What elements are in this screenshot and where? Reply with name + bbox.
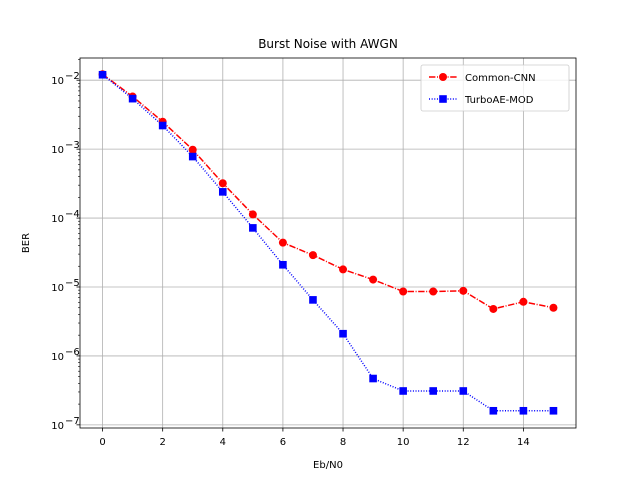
data-point bbox=[339, 329, 347, 338]
y-tick-exponent: −4 bbox=[65, 209, 80, 220]
y-tick-label: 10 bbox=[51, 214, 64, 225]
x-axis: 0 2 4 6 8 10 12 14 bbox=[99, 428, 530, 448]
data-point bbox=[429, 287, 438, 296]
data-point bbox=[128, 94, 137, 103]
y-tick-label: 10 bbox=[51, 421, 64, 432]
data-point bbox=[188, 145, 197, 154]
data-point bbox=[339, 265, 348, 274]
data-point bbox=[278, 238, 287, 247]
data-point bbox=[248, 210, 257, 219]
y-tick-exponent: −5 bbox=[65, 278, 80, 289]
y-tick-label: 10 bbox=[51, 283, 64, 294]
series-turboae-mod bbox=[98, 70, 558, 415]
data-point bbox=[489, 406, 498, 415]
y-tick-label: 10 bbox=[51, 352, 64, 363]
legend-entry: TurboAE-MOD bbox=[429, 95, 534, 106]
data-point bbox=[249, 224, 257, 232]
data-point bbox=[158, 121, 167, 130]
x-tick-label: 14 bbox=[517, 437, 530, 448]
y-tick-exponent: −7 bbox=[65, 416, 80, 427]
legend-marker bbox=[439, 95, 447, 103]
data-point bbox=[279, 260, 287, 269]
y-tick-exponent: −2 bbox=[65, 71, 80, 82]
series-line bbox=[102, 74, 554, 412]
legend-label: TurboAE-MOD bbox=[464, 95, 534, 106]
data-point bbox=[429, 387, 438, 395]
data-point bbox=[399, 287, 408, 296]
legend: Common-CNN TurboAE-MOD bbox=[420, 64, 570, 112]
data-point bbox=[308, 251, 317, 260]
legend-marker bbox=[439, 73, 447, 81]
data-point bbox=[218, 188, 227, 196]
legend-entry: Common-CNN bbox=[429, 73, 536, 84]
data-point bbox=[489, 304, 498, 313]
legend-frame bbox=[420, 64, 570, 112]
data-point bbox=[369, 275, 378, 284]
data-point bbox=[459, 286, 468, 295]
data-point bbox=[459, 387, 468, 395]
x-tick-label: 2 bbox=[159, 437, 165, 448]
series-layer bbox=[98, 70, 558, 415]
data-point bbox=[218, 179, 227, 188]
data-point bbox=[98, 70, 107, 79]
y-tick-label: 10 bbox=[51, 145, 64, 156]
y-tick-exponent: −3 bbox=[65, 140, 80, 151]
data-point bbox=[399, 387, 407, 395]
chart-title: Burst Noise with AWGN bbox=[258, 37, 398, 51]
series-line bbox=[102, 73, 554, 310]
data-point bbox=[549, 406, 558, 415]
data-point bbox=[519, 406, 528, 415]
x-axis-title: Eb/N0 bbox=[313, 460, 343, 471]
data-point bbox=[369, 374, 377, 383]
y-axis: 10−710−610−510−410−310−2 bbox=[51, 59, 80, 432]
data-point bbox=[309, 296, 317, 304]
x-tick-label: 0 bbox=[99, 437, 105, 448]
x-tick-label: 4 bbox=[220, 437, 226, 448]
data-point bbox=[188, 152, 197, 161]
x-tick-label: 12 bbox=[457, 437, 470, 448]
x-tick-label: 8 bbox=[340, 437, 346, 448]
data-point bbox=[549, 303, 558, 312]
x-tick-label: 6 bbox=[280, 437, 286, 448]
data-point bbox=[519, 297, 528, 306]
x-tick-label: 10 bbox=[397, 437, 410, 448]
plot-frame bbox=[79, 57, 577, 429]
grid bbox=[80, 58, 576, 428]
y-tick-label: 10 bbox=[51, 76, 64, 87]
legend-label: Common-CNN bbox=[465, 73, 536, 84]
y-tick-exponent: −6 bbox=[65, 347, 80, 358]
y-axis-title: BER bbox=[21, 233, 32, 253]
